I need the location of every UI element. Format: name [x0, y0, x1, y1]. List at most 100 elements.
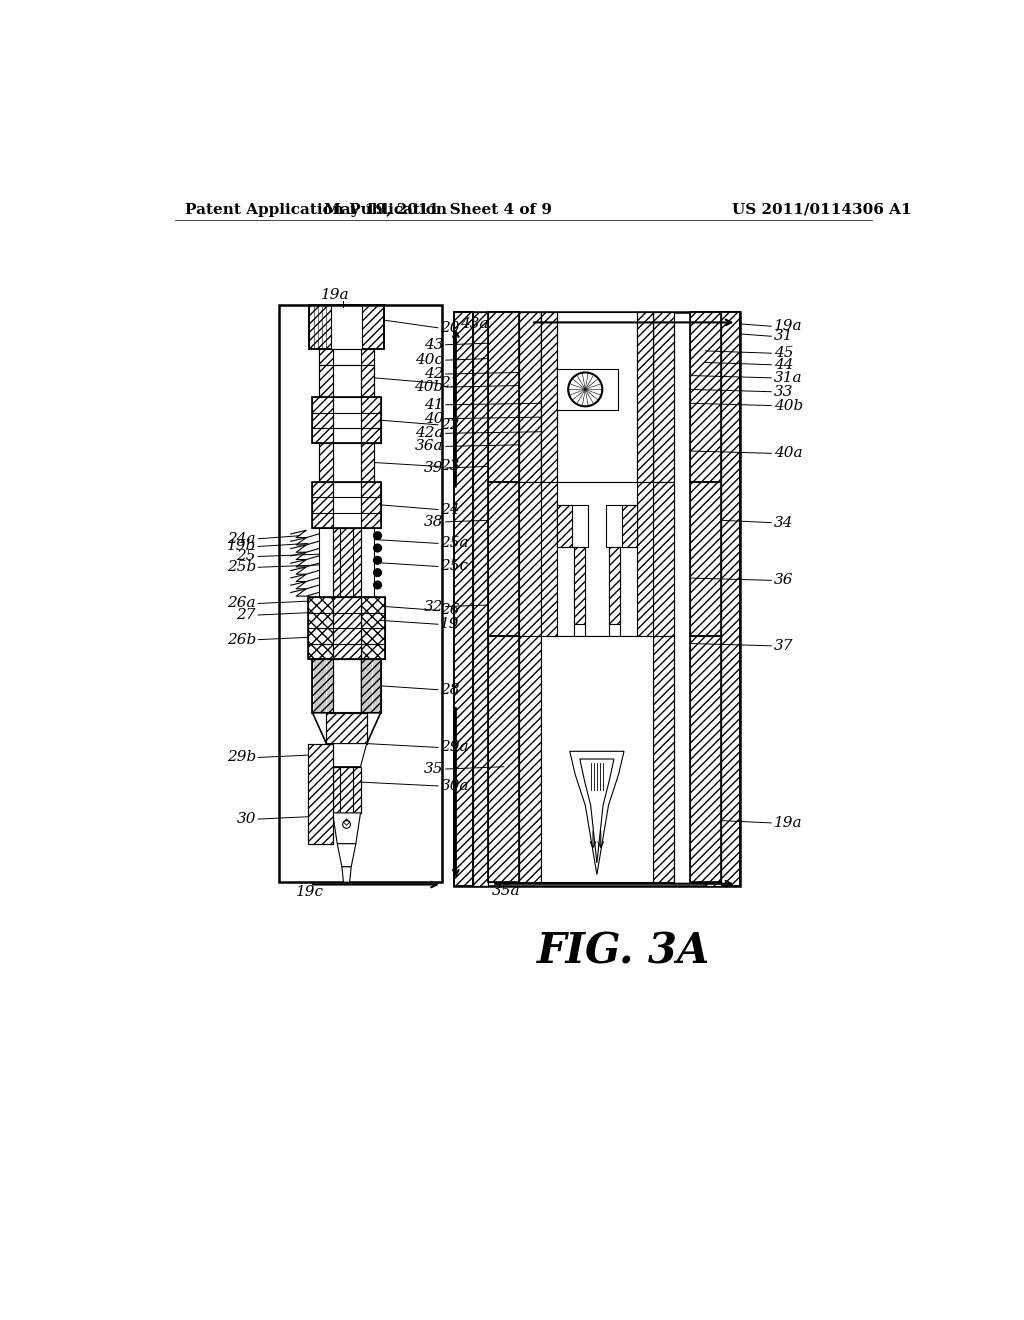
Bar [333, 767, 360, 813]
Text: 41: 41 [424, 397, 443, 412]
Bar [721, 313, 740, 886]
Text: 28: 28 [440, 682, 460, 697]
Bar [637, 313, 652, 482]
Bar [360, 364, 375, 397]
Bar [312, 659, 381, 713]
Text: 35a: 35a [493, 884, 521, 899]
Bar [318, 444, 375, 482]
Text: 25a: 25a [440, 536, 469, 550]
Bar [541, 313, 557, 482]
Text: May 19, 2011  Sheet 4 of 9: May 19, 2011 Sheet 4 of 9 [324, 203, 552, 216]
Bar [652, 482, 675, 636]
Circle shape [374, 581, 381, 589]
Text: 40c: 40c [416, 354, 443, 367]
Text: 35: 35 [424, 762, 443, 776]
Bar [637, 482, 652, 636]
Text: 42: 42 [424, 367, 443, 381]
Bar [308, 597, 385, 659]
Bar [519, 313, 541, 482]
Bar [473, 313, 488, 886]
Polygon shape [333, 813, 360, 843]
Text: 19a: 19a [321, 289, 349, 302]
Text: 19c: 19c [296, 886, 325, 899]
Text: 19a: 19a [773, 816, 802, 830]
Bar [541, 313, 557, 482]
Polygon shape [337, 843, 356, 867]
Text: 29b: 29b [226, 751, 256, 764]
Text: 32: 32 [424, 599, 443, 614]
Bar [690, 313, 721, 482]
Bar [327, 713, 367, 743]
Bar [333, 528, 360, 598]
Bar [488, 313, 519, 482]
Text: 43: 43 [424, 338, 443, 351]
Bar [318, 364, 333, 397]
Bar [327, 713, 367, 743]
Bar [312, 482, 381, 528]
Text: 26a: 26a [227, 597, 256, 610]
Bar [690, 636, 721, 882]
Bar [360, 397, 381, 444]
Bar [312, 397, 381, 444]
Text: 29a: 29a [440, 741, 469, 755]
Bar [690, 482, 721, 636]
Text: 27: 27 [237, 609, 256, 622]
Bar [488, 482, 519, 636]
Bar [318, 364, 375, 397]
Bar [454, 313, 740, 886]
Text: 20: 20 [440, 321, 460, 335]
Circle shape [374, 532, 381, 540]
Bar [360, 597, 385, 659]
Text: 45: 45 [773, 346, 793, 360]
Bar [690, 313, 721, 482]
Bar [557, 368, 617, 411]
Bar [519, 636, 541, 882]
Bar [454, 313, 473, 886]
Text: 24a: 24a [227, 532, 256, 545]
Text: 23: 23 [440, 459, 460, 474]
Text: US 2011/0114306 A1: US 2011/0114306 A1 [732, 203, 912, 216]
Circle shape [343, 821, 350, 829]
Circle shape [568, 372, 602, 407]
Text: 31: 31 [773, 329, 793, 343]
Circle shape [374, 544, 381, 552]
Bar [308, 743, 333, 843]
Bar [541, 636, 652, 882]
Bar [652, 313, 675, 482]
Polygon shape [327, 743, 367, 767]
Text: 43a: 43a [460, 317, 488, 331]
Text: 19: 19 [440, 618, 460, 631]
Text: 36: 36 [773, 573, 793, 587]
Bar [557, 504, 588, 548]
Bar [690, 636, 721, 882]
Bar [541, 482, 557, 636]
Bar [473, 313, 488, 886]
Text: 25b: 25b [226, 560, 256, 574]
Text: 36a: 36a [415, 440, 443, 453]
Circle shape [374, 557, 381, 564]
Bar [318, 350, 375, 364]
Text: 30: 30 [237, 812, 256, 826]
Bar [488, 636, 519, 882]
Text: 34: 34 [773, 516, 793, 529]
Bar [519, 482, 541, 636]
Bar [333, 767, 360, 813]
Bar [333, 597, 360, 659]
Bar [309, 305, 384, 350]
Text: 42a: 42a [415, 426, 443, 441]
Text: 19b: 19b [226, 540, 256, 553]
Text: 21: 21 [440, 376, 460, 391]
Bar [454, 313, 473, 886]
Bar [360, 482, 381, 528]
Bar [706, 313, 721, 886]
Text: 26b: 26b [226, 632, 256, 647]
Text: 39: 39 [424, 461, 443, 475]
Bar [488, 482, 519, 636]
Bar [541, 313, 652, 482]
Bar [622, 504, 637, 548]
Text: 38: 38 [424, 515, 443, 529]
Polygon shape [342, 867, 351, 882]
Text: 25c: 25c [440, 560, 468, 573]
Bar [652, 636, 675, 882]
Bar [318, 444, 333, 482]
